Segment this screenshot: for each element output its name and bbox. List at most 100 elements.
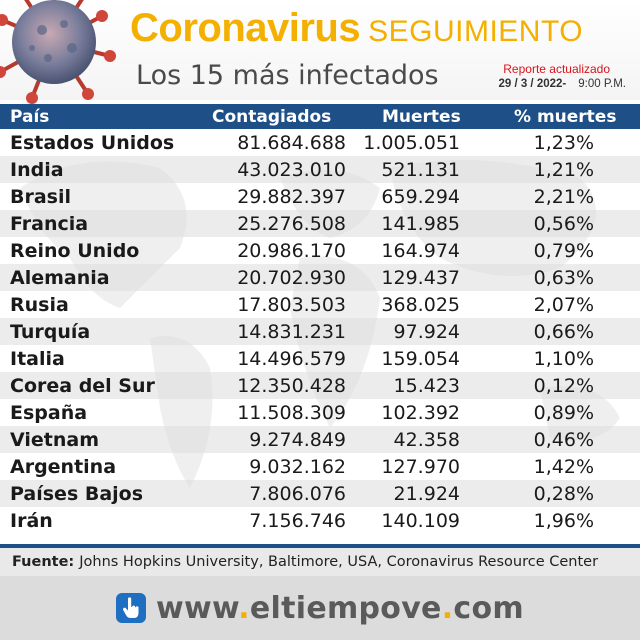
cases-cell: 7.156.746 [249, 509, 346, 532]
deaths-cell: 42.358 [393, 428, 460, 451]
cases-cell: 9.274.849 [249, 428, 346, 451]
cases-cell: 20.986.170 [237, 239, 346, 262]
deaths-cell: 1.005.051 [363, 131, 460, 154]
deaths-cell: 15.423 [393, 374, 460, 397]
pct-cell: 0,89% [533, 401, 594, 424]
deaths-cell: 127.970 [381, 455, 460, 478]
column-header-deaths: Muertes [382, 106, 461, 127]
table-row: Corea del Sur 12.350.428 15.423 0,12% [0, 372, 640, 399]
column-header-pct: % muertes [514, 106, 617, 127]
deaths-cell: 102.392 [381, 401, 460, 424]
url-tld: com [453, 590, 524, 626]
pct-cell: 0,63% [533, 266, 594, 289]
deaths-cell: 659.294 [381, 185, 460, 208]
source-text: Johns Hopkins University, Baltimore, USA… [79, 554, 599, 570]
cases-cell: 29.882.397 [237, 185, 346, 208]
country-cell: Irán [10, 509, 53, 532]
cases-cell: 20.702.930 [237, 266, 346, 289]
pct-cell: 1,23% [533, 131, 594, 154]
cases-table: País Contagiados Muertes % muertes Estad… [0, 104, 640, 534]
country-cell: Países Bajos [10, 482, 144, 505]
cases-cell: 14.496.579 [237, 347, 346, 370]
table-row: India 43.023.010 521.131 1,21% [0, 156, 640, 183]
hand-pointer-icon[interactable] [116, 593, 147, 623]
cases-cell: 14.831.231 [237, 320, 346, 343]
deaths-cell: 97.924 [393, 320, 460, 343]
table-row: Italia 14.496.579 159.054 1,10% [0, 345, 640, 372]
coronavirus-icon [0, 0, 116, 104]
country-cell: Vietnam [10, 428, 99, 451]
footer: www.eltiempove.com [0, 576, 640, 640]
deaths-cell: 129.437 [381, 266, 460, 289]
table-row: España 11.508.309 102.392 0,89% [0, 399, 640, 426]
report-date: 29 / 3 / 2022- 9:00 P.M. [498, 78, 626, 90]
report-label: Reporte actualizado [503, 62, 610, 76]
country-cell: Rusia [10, 293, 69, 316]
country-cell: Estados Unidos [10, 131, 175, 154]
table-row: Rusia 17.803.503 368.025 2,07% [0, 291, 640, 318]
table-row: Reino Unido 20.986.170 164.974 0,79% [0, 237, 640, 264]
country-cell: Turquía [10, 320, 91, 343]
page-subtitle: Los 15 más infectados [136, 60, 439, 91]
pct-cell: 0,79% [533, 239, 594, 262]
table-header: País Contagiados Muertes % muertes [0, 104, 640, 129]
pct-cell: 1,96% [533, 509, 594, 532]
table-row: Argentina 9.032.162 127.970 1,42% [0, 453, 640, 480]
country-cell: Argentina [10, 455, 117, 478]
title-coronavirus: Coronavirus [130, 6, 361, 50]
url-dot-2: . [441, 590, 454, 626]
pct-cell: 1,42% [533, 455, 594, 478]
pct-cell: 2,21% [533, 185, 594, 208]
pct-cell: 0,66% [533, 320, 594, 343]
table-row: Francia 25.276.508 141.985 0,56% [0, 210, 640, 237]
country-cell: Corea del Sur [10, 374, 155, 397]
source-bar: Fuente: Johns Hopkins University, Baltim… [0, 544, 640, 576]
header: Coronavirus SEGUIMIENTO Los 15 más infect… [0, 0, 640, 104]
report-time: 9:00 P.M. [578, 78, 626, 90]
pct-cell: 0,28% [533, 482, 594, 505]
cases-cell: 12.350.428 [237, 374, 346, 397]
country-cell: Reino Unido [10, 239, 140, 262]
cases-cell: 43.023.010 [237, 158, 346, 181]
pct-cell: 0,46% [533, 428, 594, 451]
deaths-cell: 140.109 [381, 509, 460, 532]
title-seguimiento: SEGUIMIENTO [368, 15, 584, 48]
deaths-cell: 21.924 [393, 482, 460, 505]
cases-cell: 9.032.162 [249, 455, 346, 478]
deaths-cell: 368.025 [381, 293, 460, 316]
website-link[interactable]: www.eltiempove.com [156, 591, 524, 626]
pct-cell: 0,56% [533, 212, 594, 235]
table-row: Estados Unidos 81.684.688 1.005.051 1,23% [0, 129, 640, 156]
table-row: Países Bajos 7.806.076 21.924 0,28% [0, 480, 640, 507]
table-row: Vietnam 9.274.849 42.358 0,46% [0, 426, 640, 453]
pct-cell: 2,07% [533, 293, 594, 316]
country-cell: Italia [10, 347, 65, 370]
country-cell: Alemania [10, 266, 110, 289]
pct-cell: 0,12% [533, 374, 594, 397]
url-www: www [156, 590, 239, 626]
table-body: Estados Unidos 81.684.688 1.005.051 1,23% In… [0, 129, 640, 534]
page-title: Coronavirus SEGUIMIENTO [130, 8, 583, 48]
url-domain: eltiempove [249, 590, 442, 626]
cases-cell: 25.276.508 [237, 212, 346, 235]
source-label: Fuente: [12, 554, 75, 570]
country-cell: Francia [10, 212, 89, 235]
pct-cell: 1,21% [533, 158, 594, 181]
column-header-cases: Contagiados [212, 106, 332, 127]
table-row: Alemania 20.702.930 129.437 0,63% [0, 264, 640, 291]
table-row: Brasil 29.882.397 659.294 2,21% [0, 183, 640, 210]
deaths-cell: 141.985 [381, 212, 460, 235]
cases-cell: 7.806.076 [249, 482, 346, 505]
cases-cell: 17.803.503 [237, 293, 346, 316]
deaths-cell: 521.131 [381, 158, 460, 181]
country-cell: España [10, 401, 88, 424]
deaths-cell: 159.054 [381, 347, 460, 370]
cases-cell: 81.684.688 [237, 131, 346, 154]
table-row: Irán 7.156.746 140.109 1,96% [0, 507, 640, 534]
pct-cell: 1,10% [533, 347, 594, 370]
column-header-country: País [10, 106, 50, 127]
country-cell: India [10, 158, 64, 181]
deaths-cell: 164.974 [381, 239, 460, 262]
cases-cell: 11.508.309 [237, 401, 346, 424]
country-cell: Brasil [10, 185, 72, 208]
